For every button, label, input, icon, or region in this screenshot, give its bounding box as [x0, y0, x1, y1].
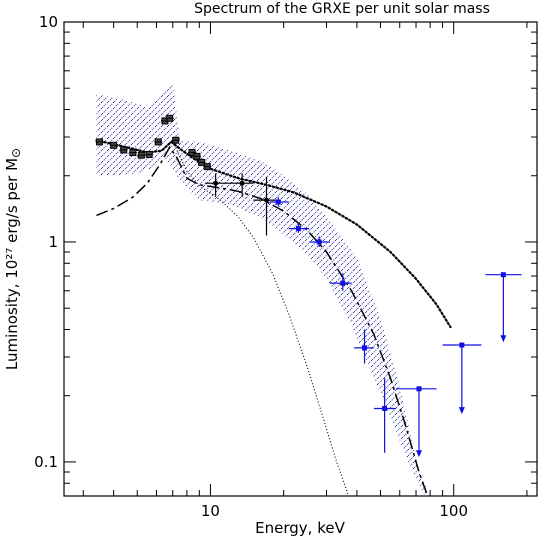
axes: 10 100 0.1 1 10: [34, 13, 537, 520]
x-tick-label: 100: [439, 502, 468, 520]
y-tick-label: 0.1: [34, 453, 58, 471]
data-point: [213, 180, 219, 186]
chart-title: Spectrum of the GRXE per unit solar mass: [194, 1, 490, 17]
y-axis-label-text: Luminosity, 10²⁷ erg/s per M: [3, 158, 21, 370]
y-tick-label: 10: [39, 13, 58, 31]
blue-data-point: [275, 199, 281, 205]
blue-data-point: [382, 405, 388, 411]
upper-limit-arrowhead: [416, 450, 423, 458]
model-curve-dotted: [95, 139, 452, 329]
y-axis-label: Luminosity, 10²⁷ erg/s per M⊙: [3, 148, 23, 370]
blue-data-point: [340, 280, 346, 286]
x-axis-label: Energy, keV: [255, 519, 345, 537]
model-curve-dashed: [96, 145, 429, 496]
y-axis-label-sun-symbol: ⊙: [9, 148, 23, 158]
upper-limit-arrowhead: [458, 407, 465, 415]
x-tick-label: 10: [201, 502, 220, 520]
data-point: [264, 197, 270, 203]
blue-data-point: [362, 345, 368, 351]
y-tick-label: 1: [48, 233, 58, 251]
data-point: [239, 180, 245, 186]
blue-data-point: [316, 239, 322, 245]
model-curve-thin-dotted: [172, 141, 350, 496]
uncertainty-band: [96, 84, 431, 496]
plot-area: [95, 84, 522, 496]
plot-frame: [63, 21, 538, 497]
upper-limit-arrowhead: [500, 335, 507, 343]
blue-data-point: [295, 226, 301, 232]
